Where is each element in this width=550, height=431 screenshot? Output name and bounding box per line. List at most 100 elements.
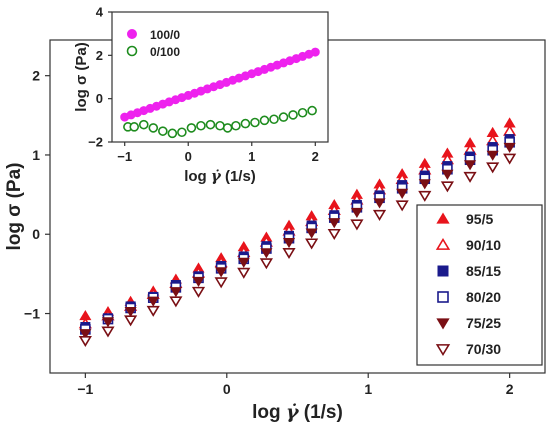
main-data-point (486, 150, 499, 161)
main-data-point (124, 315, 138, 327)
inset-data-point (288, 110, 298, 120)
legend-label: 100/0 (150, 28, 180, 42)
legend-marker (127, 29, 137, 39)
inset-data-point (138, 119, 149, 130)
inset-x-tick-label: 2 (312, 149, 319, 164)
inset-x-tick-label: −1 (117, 149, 132, 164)
main-legend: 95/5 90/10 85/15 80/20 75/25 70/30 (416, 204, 543, 366)
main-legend-box (416, 204, 543, 366)
inset-data-point (231, 120, 241, 131)
legend-label: 75/25 (466, 315, 501, 331)
legend-marker (437, 265, 449, 277)
inset-y-tick-label: 4 (96, 5, 104, 20)
main-data-point (418, 190, 432, 202)
main-data-point (328, 218, 341, 229)
main-data-point (350, 219, 364, 231)
main-data-point (101, 317, 115, 328)
main-x-tick-label: 2 (506, 381, 514, 397)
inset-data-point (205, 119, 216, 130)
main-data-point (215, 267, 228, 278)
main-y-tick-label: 0 (32, 226, 40, 242)
legend-label: 90/10 (466, 237, 501, 253)
inset-x-tick-label: 1 (248, 149, 255, 164)
main-data-point (259, 258, 273, 270)
inset-data-point (278, 112, 289, 122)
inset-y-tick-label: −2 (88, 135, 103, 150)
main-y-tick-label: 2 (32, 68, 40, 84)
main-data-point (124, 306, 137, 318)
inset-data-point (310, 47, 320, 57)
main-data-point (237, 267, 251, 279)
main-data-point (463, 160, 477, 171)
main-x-axis-title: log γ̇ (1/s) (252, 401, 343, 423)
main-x-tick-label: −1 (77, 381, 93, 397)
legend-marker (437, 291, 449, 303)
main-data-point (440, 181, 454, 193)
main-x-axis-title-unit: (1/s) (298, 402, 342, 423)
main-data-point (169, 287, 182, 298)
inset-data-point (240, 118, 251, 129)
main-data-point (396, 188, 409, 199)
main-data-point (147, 296, 160, 307)
main-data-point (78, 335, 92, 348)
inset-x-tick-label: 0 (185, 149, 192, 164)
inset-data-point (148, 123, 159, 133)
main-data-point (418, 179, 431, 190)
main-x-tick-label: 1 (364, 381, 372, 397)
inset-data-point (222, 123, 233, 133)
legend-label: 0/100 (150, 45, 180, 59)
main-data-point (395, 200, 409, 212)
legend-marker (435, 344, 451, 357)
main-x-axis-title-prefix: log (252, 402, 286, 423)
legend-marker (126, 45, 138, 57)
main-data-point (305, 238, 319, 250)
legend-marker (436, 212, 450, 224)
main-data-point (169, 296, 183, 308)
inset-data-point (167, 128, 178, 139)
main-data-point (327, 228, 341, 240)
main-data-point (503, 142, 516, 153)
inset-data-point (196, 120, 206, 131)
inset-y-axis-title: log σ (Pa) (73, 42, 90, 111)
main-data-point (214, 277, 228, 289)
inset-data-point (297, 107, 308, 118)
main-data-point (350, 207, 363, 218)
inset-data-point (129, 122, 140, 132)
inset-data-point (177, 127, 187, 138)
legend-marker (435, 237, 451, 250)
inset-data-point (250, 117, 260, 128)
legend-marker (436, 318, 450, 330)
main-data-point (282, 237, 296, 249)
main-data-point (282, 247, 296, 259)
main-y-axis-title: log σ (Pa) (4, 163, 25, 251)
legend-label: 95/5 (466, 211, 493, 227)
main-data-point (373, 198, 386, 209)
main-y-tick-label: 1 (32, 147, 40, 163)
main-data-point (260, 248, 273, 259)
legend-label: 70/30 (466, 341, 501, 357)
inset-x-axis-title-unit: (1/s) (221, 168, 256, 185)
main-data-point (101, 326, 115, 338)
main-data-point (463, 171, 477, 183)
main-data-point (79, 329, 92, 340)
inset-data-point (259, 115, 270, 126)
main-data-point (237, 257, 250, 268)
main-data-point (192, 276, 205, 287)
main-x-tick-label: 0 (223, 381, 231, 397)
inset-data-point (307, 105, 317, 116)
main-x-axis-title-symbol: γ̇ (286, 401, 300, 423)
main-data-point (191, 286, 206, 298)
inset-x-axis-title-prefix: log (184, 168, 211, 185)
main-y-tick-label: −1 (24, 305, 40, 321)
inset-plot: −1 0 1 2 −2 0 2 4 log γ̇ (1/s) log σ (Pa) 100/0 0/1… (73, 5, 329, 185)
inset-y-tick-label: 0 (96, 91, 103, 106)
main-data-point (503, 153, 517, 165)
main-data-point (486, 162, 500, 174)
main-data-point (372, 209, 387, 221)
inset-data-point (186, 123, 197, 133)
inset-data-point (215, 120, 225, 131)
main-data-point (146, 305, 160, 317)
legend-label: 80/20 (466, 289, 501, 305)
inset-legend: 100/0 0/100 (126, 28, 180, 59)
